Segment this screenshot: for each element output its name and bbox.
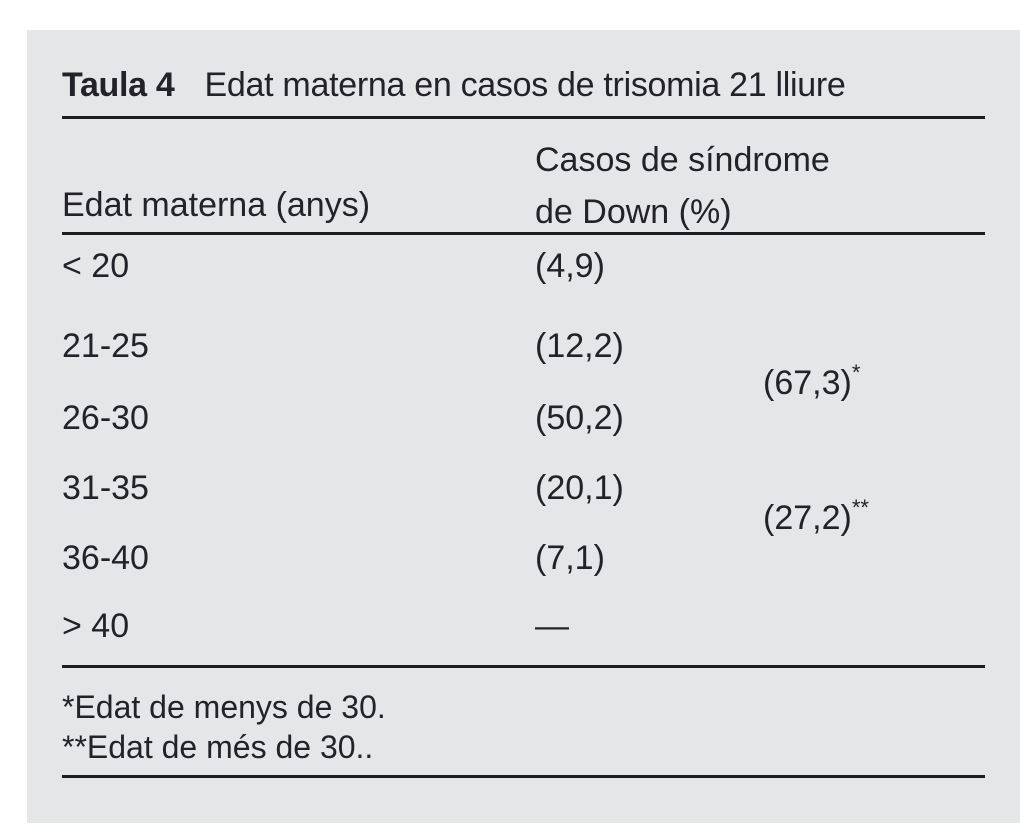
table-title-text: Edat materna en casos de trisomia 21 lli… <box>204 66 846 104</box>
table-rule-body-bottom <box>62 665 985 668</box>
group-value-text: (27,2) <box>763 499 852 537</box>
footnote-under-30: *Edat de menys de 30. <box>62 689 386 725</box>
table-row-age: 21-25 <box>62 327 149 365</box>
table-panel: Taula 4 Edat materna en casos de trisomia… <box>27 30 1020 823</box>
table-row-age: 31-35 <box>62 469 149 507</box>
table-row-value: (20,1) <box>535 469 624 507</box>
table-row-age: 36-40 <box>62 539 149 577</box>
group-value-over-30: (27,2)** <box>763 497 869 537</box>
table-rule-top <box>62 116 985 119</box>
table-row-value: — <box>535 607 569 645</box>
column-header-age: Edat materna (anys) <box>62 186 371 224</box>
table-row-value: (4,9) <box>535 247 605 285</box>
group-value-under-30: (67,3)* <box>763 362 860 402</box>
footnote-over-30: **Edat de més de 30.. <box>62 729 374 765</box>
column-header-cases: Casos de síndrome de Down (%) <box>535 134 830 238</box>
table-rule-header <box>62 232 985 235</box>
table-row-value: (50,2) <box>535 399 624 437</box>
column-header-cases-line1: Casos de síndrome <box>535 141 830 179</box>
table-row-value: (7,1) <box>535 539 605 577</box>
table-number-label: Taula 4 <box>62 66 175 104</box>
group-value-text: (67,3) <box>763 364 852 402</box>
table-title: Taula 4 Edat materna en casos de trisomia… <box>62 66 846 104</box>
column-header-cases-line2: de Down (%) <box>535 193 732 231</box>
asterisk-marker: * <box>851 360 861 385</box>
table-row-age: < 20 <box>62 247 130 285</box>
asterisk-marker: ** <box>851 495 869 520</box>
table-row-age: 26-30 <box>62 399 149 437</box>
table-rule-bottom <box>62 775 985 778</box>
table-row-value: (12,2) <box>535 327 624 365</box>
table-row-age: > 40 <box>62 607 130 645</box>
